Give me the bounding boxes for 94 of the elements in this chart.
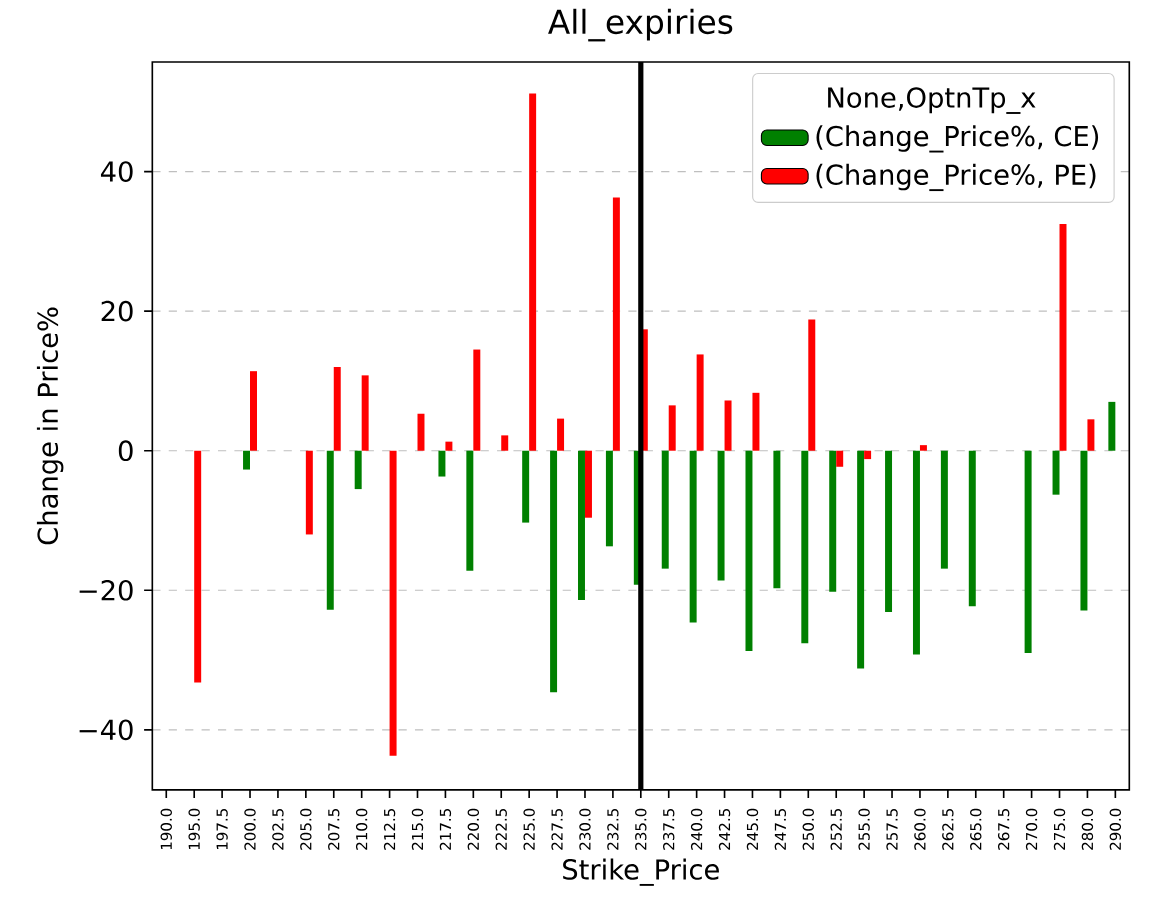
bar — [968, 450, 976, 607]
y-tick-label: 20 — [101, 300, 133, 322]
x-tick-label: 267.5 — [997, 809, 1010, 850]
x-tick-label: 195.0 — [188, 808, 200, 850]
x-tick-label: 240.0 — [690, 808, 703, 850]
bar — [912, 450, 920, 655]
bar — [250, 371, 257, 451]
bar — [578, 450, 585, 601]
x-tick-label: 260.0 — [914, 808, 926, 850]
bar — [668, 405, 676, 451]
bar — [919, 445, 927, 451]
bar — [550, 450, 558, 693]
x-tick-label: 190.0 — [160, 808, 172, 850]
bar — [885, 450, 893, 612]
y-tick-label: −40 — [79, 719, 133, 741]
x-tick-label: 257.5 — [886, 809, 898, 850]
bar — [501, 435, 509, 451]
bar — [326, 450, 334, 610]
x-tick-label: 222.5 — [495, 809, 507, 850]
bar — [696, 354, 704, 451]
x-tick-label: 242.5 — [718, 809, 731, 850]
bar — [466, 450, 474, 571]
bar — [801, 450, 809, 644]
y-tick-label: 0 — [118, 440, 133, 462]
x-tick-label: 207.5 — [328, 809, 340, 850]
legend-label: (Change_Price%, PE) — [816, 163, 1096, 192]
bar — [829, 450, 837, 592]
x-tick-label: 280.0 — [1081, 808, 1094, 850]
x-tick-label: 250.0 — [802, 808, 814, 850]
bar — [1080, 450, 1088, 611]
bar — [605, 450, 613, 547]
bar — [661, 450, 669, 569]
bar — [1052, 450, 1060, 495]
bar — [1108, 401, 1116, 451]
x-tick-label: 252.5 — [830, 809, 842, 850]
bar — [389, 450, 397, 756]
x-tick-label: 227.5 — [551, 809, 563, 850]
bar — [836, 450, 844, 467]
bar — [243, 450, 251, 470]
x-tick-label: 212.5 — [383, 809, 396, 850]
x-tick-label: 235.0 — [635, 808, 647, 850]
bar — [940, 450, 948, 569]
x-tick-label: 237.5 — [663, 809, 675, 850]
bar — [808, 319, 816, 451]
bar — [194, 450, 202, 683]
x-tick-label: 232.5 — [607, 809, 619, 850]
bar — [689, 450, 697, 623]
x-tick-label: 225.0 — [523, 808, 535, 850]
x-tick-label: 210.0 — [355, 808, 368, 850]
bar — [724, 400, 732, 451]
bar — [752, 392, 760, 451]
bar — [354, 450, 362, 490]
bar — [557, 418, 565, 451]
bar — [1087, 419, 1095, 451]
x-tick-label: 290.0 — [1109, 808, 1122, 850]
bar — [612, 197, 620, 451]
chart-title: All_expiries — [548, 8, 733, 42]
x-tick-label: 262.5 — [942, 809, 954, 850]
legend-label: (Change_Price%, CE) — [816, 125, 1099, 153]
x-tick-label: 215.0 — [411, 808, 424, 850]
bar — [333, 367, 341, 451]
bar — [473, 349, 481, 451]
x-tick-label: 220.0 — [467, 808, 480, 850]
x-tick-label: 205.0 — [300, 808, 312, 850]
x-tick-label: 202.5 — [272, 809, 284, 850]
bar — [857, 450, 865, 669]
x-tick-label: 245.0 — [746, 808, 759, 850]
bar — [584, 450, 592, 518]
x-tick-label: 217.5 — [439, 809, 452, 850]
y-tick-label: 40 — [100, 161, 133, 182]
x-tick-label: 247.5 — [774, 809, 787, 850]
bar — [417, 413, 425, 451]
x-tick-label: 270.0 — [1025, 808, 1038, 850]
x-tick-label: 200.0 — [244, 808, 256, 850]
x-tick-label: 197.5 — [216, 809, 228, 850]
bar — [361, 375, 369, 451]
bar — [529, 93, 537, 451]
bar — [522, 450, 530, 523]
y-axis-title: Change in Price% — [36, 307, 64, 545]
legend-title: None,OptnTp_x — [828, 87, 1036, 114]
x-axis-title: Strike_Price — [563, 858, 719, 886]
x-tick-label: 265.0 — [970, 808, 982, 850]
bar — [445, 441, 453, 451]
bar — [1024, 450, 1032, 654]
x-tick-label: 275.0 — [1053, 808, 1066, 850]
bar — [745, 450, 753, 652]
bar — [305, 450, 313, 535]
bar — [864, 450, 872, 460]
y-tick-label: −20 — [79, 579, 133, 601]
x-tick-label: 230.0 — [579, 808, 591, 850]
bar — [438, 450, 446, 477]
bar — [773, 450, 781, 589]
bar — [717, 450, 725, 581]
x-tick-label: 255.0 — [858, 808, 870, 850]
